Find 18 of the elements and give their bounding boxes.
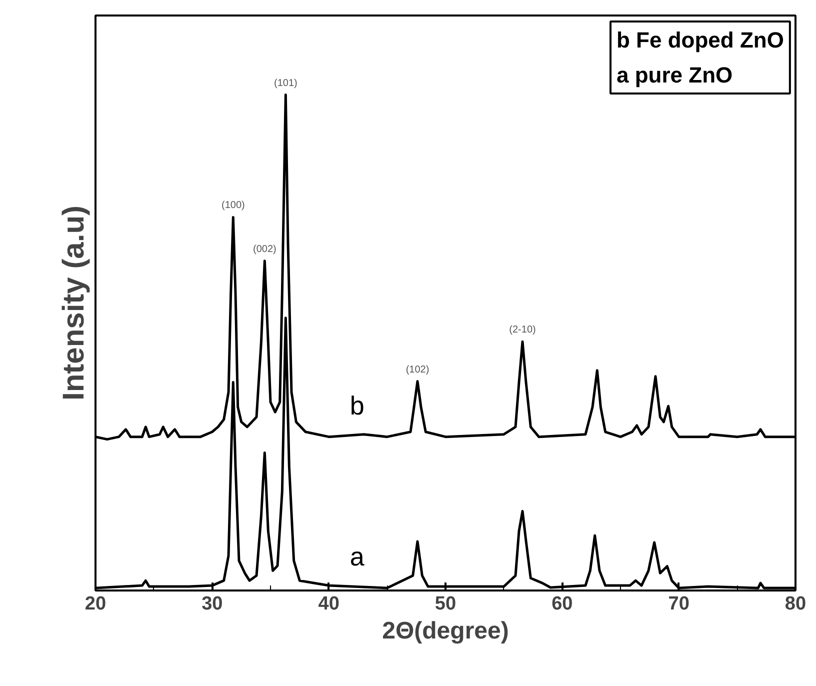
annotation: (2-10) xyxy=(509,324,536,336)
series-label: b xyxy=(350,390,364,420)
x-tick-label: 50 xyxy=(434,594,456,614)
text: a pure ZnO xyxy=(616,62,733,88)
annotation: (101) xyxy=(274,78,298,89)
x-tick-label: 60 xyxy=(552,594,573,614)
x-axis-title: 2Θ(degree) xyxy=(382,618,509,644)
x-tick-label: 80 xyxy=(784,594,806,614)
annotation: (002) xyxy=(252,244,276,255)
x-tick-label: 70 xyxy=(668,594,690,614)
series-label: a xyxy=(350,542,365,572)
annotation: (102) xyxy=(406,364,430,376)
annotation: (100) xyxy=(221,200,245,212)
x-tick-label: 20 xyxy=(84,594,106,614)
y-axis-title: Intensity (a.u) xyxy=(58,205,90,401)
x-tick-label: 40 xyxy=(318,594,340,614)
x-tick-label: 30 xyxy=(202,594,223,614)
text: b Fe doped ZnO xyxy=(616,28,784,52)
